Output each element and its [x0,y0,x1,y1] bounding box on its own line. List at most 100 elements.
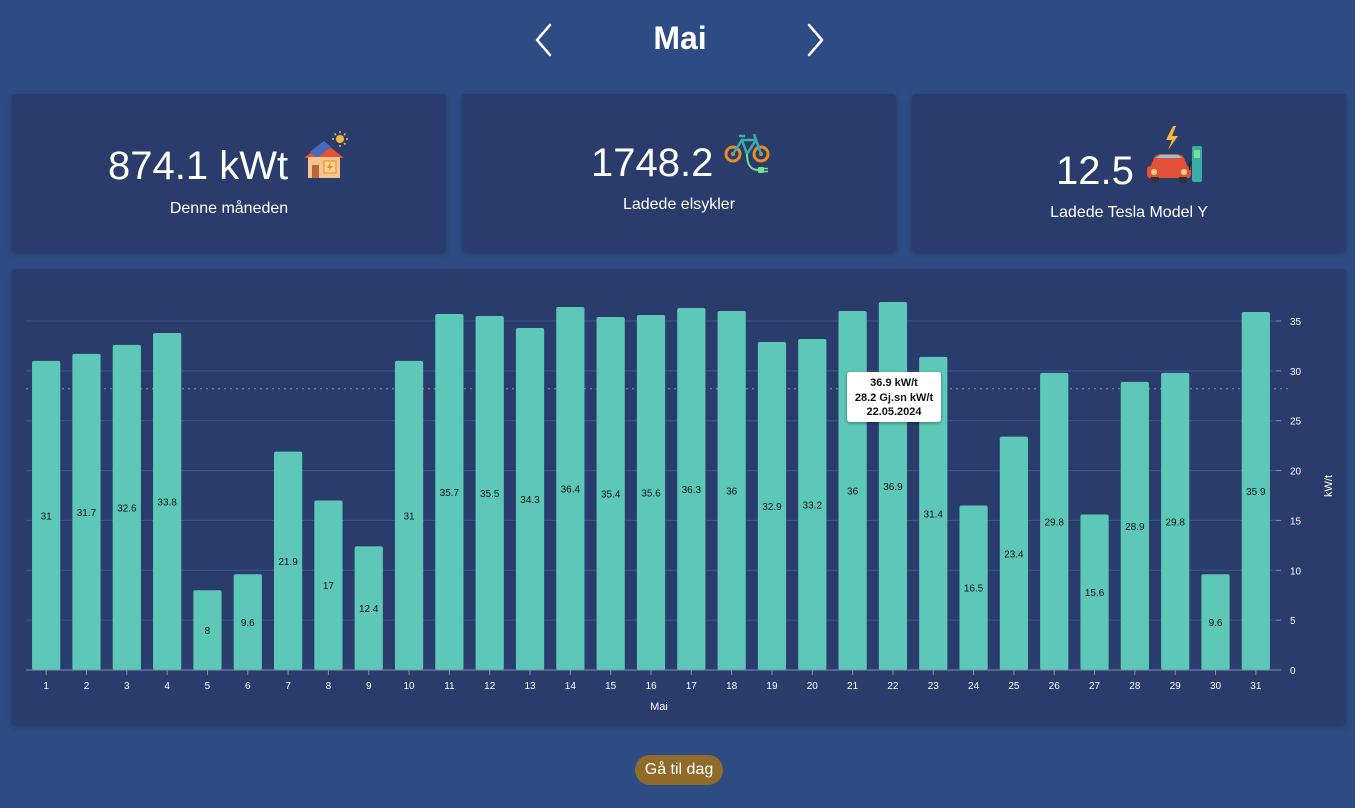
ebike-charges-value: 1748.2 [591,141,714,185]
bar [959,505,988,670]
bar [153,332,182,670]
bar-value-label: 31.7 [77,508,97,519]
tooltip-average: 28.2 Gj.sn kW/t [854,391,934,404]
bar [233,574,262,670]
x-tick-label: 20 [807,681,819,692]
bar-value-label: 36.4 [561,485,581,496]
bar-tooltip: 36.9 kW/t 28.2 Gj.sn kW/t 22.05.2024 [847,372,941,422]
tesla-charges-value: 12.5 [1056,149,1134,193]
bar-value-label: 17 [323,581,335,592]
bar-value-label: 28.9 [1125,522,1145,533]
go-to-day-button[interactable]: Gå til dag [635,755,723,785]
bar-value-label: 36 [726,487,738,498]
bar-value-label: 16.5 [964,584,984,595]
x-tick-label: 27 [1089,681,1101,692]
bar [394,360,424,670]
tooltip-date: 22.05.2024 [866,406,922,418]
ebike-charges-card: 1748.2 Ladede elsykler [462,94,896,252]
x-tick-label: 28 [1129,681,1141,692]
x-tick-label: 18 [726,681,738,692]
bar-value-label: 34.3 [520,495,540,506]
x-tick-label: 21 [847,681,859,692]
x-tick-label: 30 [1210,681,1222,692]
x-tick-label: 10 [404,681,416,692]
month-header: Mai [0,0,1355,80]
y-tick-label: 25 [1290,417,1302,428]
bar-value-label: 21.9 [278,557,298,568]
bar [435,314,464,670]
bar [72,353,101,670]
x-tick-label: 11 [444,681,455,692]
solar-house-icon [304,131,348,178]
y-tick-label: 35 [1290,317,1302,328]
bar [273,451,303,670]
bar-value-label: 12.4 [359,604,379,615]
tesla-charges-label: Ladede Tesla Model Y [1050,204,1208,221]
next-month-button[interactable] [795,18,835,62]
bar-value-label: 36 [847,487,859,498]
bar-value-label: 8 [205,626,211,637]
bar [1120,381,1149,670]
y-tick-label: 15 [1290,516,1302,527]
bar-value-label: 35.9 [1246,487,1266,498]
bar [636,315,666,670]
y-tick-label: 0 [1290,666,1296,677]
bar-value-label: 35.6 [641,489,661,500]
x-tick-label: 25 [1008,681,1020,692]
bar-value-label: 15.6 [1085,588,1105,599]
x-tick-label: 24 [968,681,980,692]
bar-value-label: 35.4 [601,490,621,501]
bar-value-label: 35.7 [440,488,460,499]
x-tick-label: 19 [766,681,778,692]
x-tick-label: 6 [245,681,251,692]
bar-value-label: 31.4 [924,509,944,520]
bar [1241,312,1270,670]
bar-value-label: 32.9 [762,502,782,513]
x-tick-label: 2 [84,681,90,692]
x-tick-label: 13 [524,681,536,692]
ebike-charges-label: Ladede elsykler [622,196,736,213]
x-tick-label: 12 [484,681,496,692]
bar [32,360,61,670]
x-tick-label: 22 [887,681,899,692]
bar [1080,514,1109,670]
bar-value-label: 31 [404,511,416,522]
bar [999,436,1029,670]
x-tick-label: 16 [645,681,657,692]
x-tick-label: 17 [686,681,698,692]
bar-value-label: 32.6 [117,503,137,514]
ev-charging-icon [1147,126,1202,183]
x-tick-label: 9 [366,681,372,692]
bar [1040,372,1069,670]
y-tick-label: 5 [1290,616,1296,627]
tooltip-value: 36.9 kW/t [870,377,918,389]
bar-value-label: 9.6 [1209,618,1223,629]
bar-value-label: 31 [41,511,53,522]
bar-value-label: 36.9 [883,482,903,493]
daily-energy-chart-panel: 31 31.7 32.6 33.8 8 9.6 21.9 17 12.4 31 35.7 35.5 34… [12,269,1346,725]
x-tick-label: 23 [928,681,940,692]
previous-month-button[interactable] [524,18,564,62]
x-tick-label: 4 [164,681,170,692]
x-tick-label: 14 [565,681,577,692]
x-tick-label: 29 [1170,681,1182,692]
bar [354,546,383,670]
chevron-left-icon [535,23,552,57]
bar [919,356,948,670]
x-tick-label: 8 [326,681,332,692]
bar-value-label: 29.8 [1165,517,1185,528]
bar-value-label: 23.4 [1004,549,1024,560]
bar [515,327,545,670]
page-title: Mai [653,20,707,56]
bar [677,308,706,670]
bar-value-label: 29.8 [1044,517,1064,528]
bar [757,341,787,670]
monthly-energy-value: 874.1 kWt [108,144,289,188]
bar [475,316,504,670]
x-tick-label: 5 [205,681,211,692]
bar-value-label: 33.8 [157,497,177,508]
bar [1201,574,1230,670]
bar [112,344,141,670]
y-tick-label: 20 [1290,467,1302,478]
